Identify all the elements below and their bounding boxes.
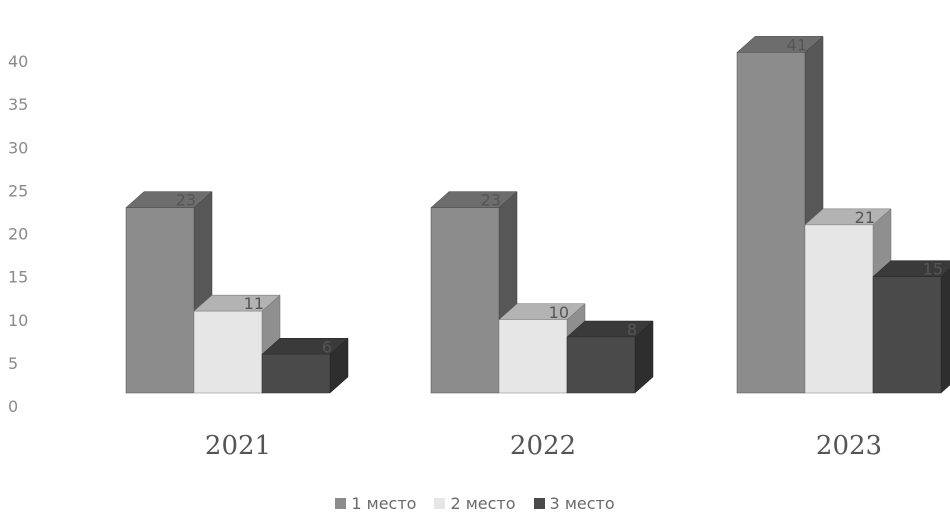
legend-swatch-3: [533, 498, 545, 509]
bar-front-face: [430, 207, 500, 394]
y-tick-label: 5: [8, 354, 18, 373]
y-tick-label: 40: [8, 52, 28, 71]
x-category-label: 2021: [205, 431, 271, 461]
data-label: 6: [322, 337, 332, 356]
bar-front-face: [193, 310, 263, 394]
data-labels: 23 11 6 23 10 8 41 21 15: [176, 35, 943, 356]
bar: [261, 337, 349, 394]
legend-item-2: 2 место: [434, 494, 516, 513]
legend-swatch-1: [335, 498, 347, 509]
legend-label-3: 3 место: [549, 494, 615, 513]
y-tick-label: 25: [8, 181, 28, 200]
data-label: 21: [855, 208, 875, 227]
data-label: 8: [627, 320, 637, 339]
data-label: 41: [787, 35, 807, 54]
y-tick-label: 15: [8, 268, 28, 287]
data-label: 11: [244, 294, 264, 313]
legend-label-2: 2 место: [450, 494, 516, 513]
bar-front-face: [498, 319, 568, 394]
y-tick-label: 35: [8, 95, 28, 114]
data-label: 23: [176, 191, 196, 210]
bar-side-face: [940, 268, 950, 394]
data-label: 10: [549, 303, 569, 322]
y-tick-label: 0: [8, 397, 18, 416]
bar-front-face: [804, 224, 874, 394]
bar-series-group: [125, 35, 950, 394]
legend-item-3: 3 место: [533, 494, 615, 513]
legend-item-1: 1 место: [335, 494, 416, 513]
bar: [566, 320, 654, 394]
x-category-label: 2022: [510, 431, 576, 461]
y-tick-label: 10: [8, 311, 28, 330]
bar-front-face: [125, 207, 195, 394]
bar: [872, 260, 950, 394]
legend: 1 место 2 место 3 место: [0, 494, 950, 513]
bar-front-face: [872, 276, 942, 394]
data-label: 23: [481, 191, 501, 210]
bar-front-face: [261, 354, 331, 394]
x-category-label: 2023: [816, 431, 882, 461]
data-label: 15: [923, 260, 943, 279]
bar-front-face: [736, 52, 806, 394]
bar-front-face: [566, 336, 636, 394]
y-tick-label: 30: [8, 138, 28, 157]
x-axis-categories: 2021 2022 2023: [205, 431, 882, 461]
bar: [498, 303, 586, 394]
y-axis-ticks: 0 5 10 15 20 25 30 35 40: [8, 52, 28, 416]
legend-swatch-2: [434, 498, 446, 509]
y-tick-label: 20: [8, 225, 28, 244]
legend-label-1: 1 место: [351, 494, 417, 513]
